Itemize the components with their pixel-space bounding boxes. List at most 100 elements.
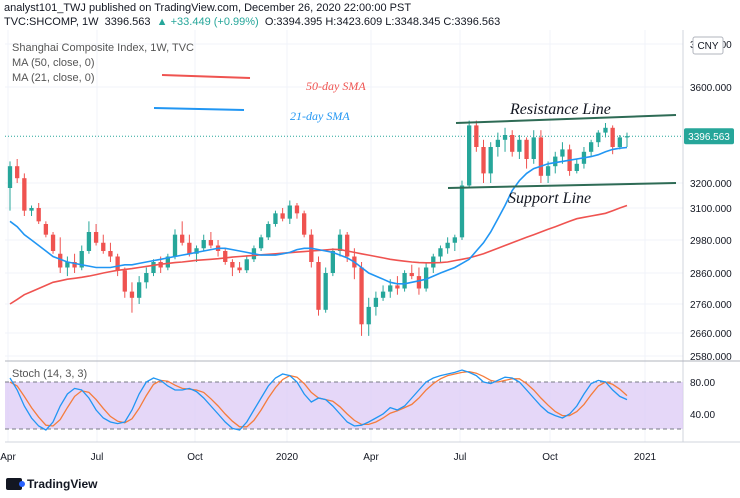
candle-body [617,137,622,147]
candle-body [258,237,264,249]
candle-body [93,232,99,243]
candle-body [330,251,336,273]
candle-body [180,234,185,243]
candle-body [244,259,249,271]
candle-body [72,262,77,268]
candle-body [467,125,472,186]
time-tick-label: Apr [0,452,16,463]
candle-body [323,273,328,310]
candles-layer [5,114,683,336]
candle-body [603,127,608,133]
candle-body [495,139,501,147]
candle-body [402,273,407,289]
candle-body [15,166,20,179]
time-tick-label: Apr [363,452,379,463]
candle-body [86,232,92,251]
ohlc-values: O:3394.395 H:3423.609 L:3348.345 C:3396.… [264,16,501,28]
ma21-line [9,146,628,285]
candle-body [230,262,235,268]
candle-body [108,251,113,257]
candle-body [122,270,127,292]
candle-body [101,242,106,251]
candle-body [22,178,27,211]
tradingview-logo-icon [6,478,25,490]
currency-label: CNY [697,41,718,52]
symbol-label[interactable]: TVC:SHCOMP, 1W [4,16,99,28]
candle-body [596,132,601,143]
candle-body [624,136,630,138]
candle-body [452,237,457,243]
price-chart[interactable]: Resistance Line Support Line Shanghai Co… [0,30,740,470]
support-label: Support Line [508,190,591,207]
candle-body [345,234,350,257]
tradingview-logo[interactable]: TradingView [6,477,97,491]
candle-body [474,125,479,147]
candle-body [144,273,149,283]
candle-body [488,147,493,174]
stoch-level-40: 40.00 [690,410,715,421]
stoch-level-80: 80.00 [690,378,715,389]
candle-body [7,166,13,188]
time-tick-label: Jul [91,452,104,463]
currency-badge[interactable] [692,36,724,55]
candle-body [316,262,321,310]
candle-body [43,224,49,235]
candle-body [359,267,364,325]
candle-body [280,213,285,219]
price-axis[interactable]: 3700.0003600.0003200.0003100.0002980.000… [690,40,732,363]
ma21-note: 21-day SMA [290,109,350,123]
candle-body [416,276,422,289]
candle-body [50,234,56,251]
candle-body [481,147,486,174]
candle-body [423,267,429,289]
time-tick-label: Jul [454,452,467,463]
support-trendline[interactable] [447,182,677,189]
candle-body [610,127,615,147]
candle-body [517,139,522,152]
candle-body [545,166,551,176]
candle-body [510,135,515,152]
candle-body [58,253,63,268]
candle-body [194,248,199,254]
time-axis[interactable]: Apr Jul Oct 2020 Apr Jul Oct 2021 [0,452,656,463]
candle-body [337,234,343,251]
price-change: ▲ +33.449 (+0.99%) [156,16,259,28]
price-tick-label: 3600.000 [690,83,732,94]
time-tick-label: Oct [187,452,203,463]
candle-body [531,137,536,159]
price-tick-label: 2580.000 [690,352,732,363]
candle-body [294,205,300,214]
candle-body [273,213,278,224]
candle-body [129,291,135,298]
candle-body [287,205,292,219]
candle-body [395,285,400,289]
candle-body [366,306,371,325]
price-tick-label: 3200.000 [690,179,732,190]
ma21-sample-line [153,107,245,111]
candle-body [373,297,379,307]
candle-body [388,285,393,292]
candle-body [237,267,242,271]
last-price-tag [684,128,734,145]
candle-body [553,156,558,167]
resistance-trendline[interactable] [455,114,677,124]
candle-body [115,256,120,271]
ma50-sample-line [161,74,251,79]
candle-body [165,256,170,268]
candle-body [380,291,386,298]
stoch-k-line [9,369,628,431]
main-pane [5,30,683,360]
candle-body [136,282,142,298]
candle-body [79,251,84,268]
footer: TradingView [0,470,740,498]
candle-body [36,208,41,222]
candle-body [301,213,307,235]
price-tick-label: 2860.000 [690,269,732,280]
candle-body [172,234,178,257]
time-tick-label: 2021 [634,452,657,463]
ma50-note: 50-day SMA [306,79,366,93]
stoch-band [5,382,683,429]
candle-body [459,185,465,238]
candle-body [409,273,414,277]
candle-body [588,142,594,152]
